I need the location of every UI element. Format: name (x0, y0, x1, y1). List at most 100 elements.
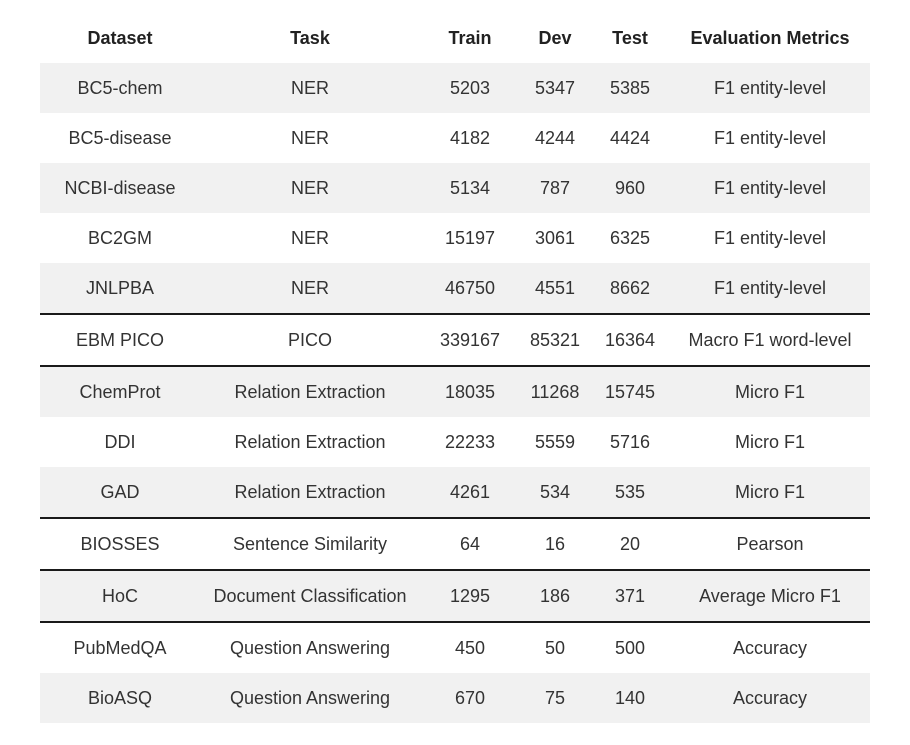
cell-evaluation-metric: Pearson (670, 518, 870, 571)
cell-evaluation-metric: Macro F1 word-level (670, 314, 870, 367)
cell-dataset: PubMedQA (73, 637, 167, 658)
cell-evaluation-metric: F1 entity-level (713, 127, 827, 148)
cell-dev: 16 (520, 518, 590, 571)
cell-dev: 11268 (520, 366, 590, 417)
cell-dataset: BioASQ (40, 673, 200, 723)
cell-train: 1295 (420, 570, 520, 623)
cell-test: 4424 (609, 127, 651, 148)
cell-evaluation-metric: Accuracy (670, 673, 870, 723)
cell-test: 16364 (590, 314, 670, 367)
cell-train: 339167 (420, 314, 520, 367)
cell-task: Relation Extraction (200, 366, 420, 417)
cell-dataset: JNLPBA (40, 263, 200, 315)
cell-task: NER (200, 163, 420, 213)
cell-train: 450 (454, 637, 486, 658)
dataset-statistics-table: Dataset Task Train Dev Test Evaluation M… (40, 14, 870, 723)
cell-task: NER (200, 263, 420, 315)
cell-train: 4261 (420, 467, 520, 519)
column-header-train: Train (420, 14, 520, 63)
cell-task: NER (200, 63, 420, 113)
cell-train: 64 (420, 518, 520, 571)
cell-task: Document Classification (200, 570, 420, 623)
cell-dataset: DDI (104, 431, 136, 452)
column-header-dataset: Dataset (40, 14, 200, 63)
table-row: BioASQ Question Answering 670 75 140 Acc… (40, 673, 870, 723)
cell-dev: 4551 (520, 263, 590, 315)
cell-dev: 787 (520, 163, 590, 213)
cell-evaluation-metric: Average Micro F1 (670, 570, 870, 623)
cell-dataset: NCBI-disease (40, 163, 200, 213)
cell-evaluation-metric: Micro F1 (670, 366, 870, 417)
cell-test: 15745 (590, 366, 670, 417)
cell-dataset: HoC (40, 570, 200, 623)
cell-task: Question Answering (229, 637, 391, 658)
cell-dataset: EBM PICO (40, 314, 200, 367)
cell-dev: 50 (544, 637, 566, 658)
table-body: BC5-chem NER 5203 5347 5385 F1 entity-le… (40, 63, 870, 723)
cell-train: 4182 (449, 127, 491, 148)
cell-dataset: ChemProt (40, 366, 200, 417)
table-row: ChemProt Relation Extraction 18035 11268… (40, 366, 870, 417)
cell-train: 670 (420, 673, 520, 723)
table-row: DDI Relation Extraction 22233 5559 5716 … (40, 417, 870, 467)
cell-test: 140 (590, 673, 670, 723)
cell-dataset: BC2GM (87, 227, 152, 248)
table-row: BC5-chem NER 5203 5347 5385 F1 entity-le… (40, 63, 870, 113)
column-header-evaluation-metrics: Evaluation Metrics (670, 14, 870, 63)
table-row: JNLPBA NER 46750 4551 8662 F1 entity-lev… (40, 263, 870, 315)
cell-test: 8662 (590, 263, 670, 315)
cell-train: 15197 (444, 227, 496, 248)
cell-test: 371 (590, 570, 670, 623)
cell-dataset: BC5-chem (40, 63, 200, 113)
cell-test: 6325 (609, 227, 651, 248)
table-row: HoC Document Classification 1295 186 371… (40, 570, 870, 623)
cell-dev: 186 (520, 570, 590, 623)
cell-evaluation-metric: F1 entity-level (670, 163, 870, 213)
cell-dev: 5559 (534, 431, 576, 452)
table-row: BC5-disease NER 4182 4244 4424 F1 entity… (40, 113, 870, 163)
table-row: BIOSSES Sentence Similarity 64 16 20 Pea… (40, 518, 870, 571)
cell-task: Sentence Similarity (200, 518, 420, 571)
table-header-row: Dataset Task Train Dev Test Evaluation M… (40, 14, 870, 63)
cell-dataset: BIOSSES (40, 518, 200, 571)
cell-task: Relation Extraction (200, 467, 420, 519)
column-header-task: Task (200, 14, 420, 63)
cell-dev: 5347 (520, 63, 590, 113)
cell-task: NER (290, 127, 329, 148)
table-row: GAD Relation Extraction 4261 534 535 Mic… (40, 467, 870, 519)
cell-task: PICO (200, 314, 420, 367)
cell-dev: 534 (520, 467, 590, 519)
cell-train: 5203 (420, 63, 520, 113)
cell-test: 5716 (609, 431, 651, 452)
cell-test: 535 (590, 467, 670, 519)
cell-test: 960 (590, 163, 670, 213)
cell-evaluation-metric: F1 entity-level (670, 263, 870, 315)
cell-task: NER (290, 227, 329, 248)
cell-evaluation-metric: Micro F1 (734, 431, 805, 452)
cell-task: Relation Extraction (234, 431, 386, 452)
table-row: EBM PICO PICO 339167 85321 16364 Macro F… (40, 314, 870, 367)
table-row: BC2GM NER 15197 3061 6325 F1 entity-leve… (40, 213, 870, 263)
cell-test: 500 (614, 637, 646, 658)
cell-dataset: GAD (40, 467, 200, 519)
cell-dev: 3061 (534, 227, 576, 248)
cell-dataset: BC5-disease (68, 127, 172, 148)
cell-test: 20 (590, 518, 670, 571)
table-row: PubMedQA Question Answering 450 50 500 A… (40, 622, 870, 673)
cell-evaluation-metric: Micro F1 (670, 467, 870, 519)
cell-evaluation-metric: F1 entity-level (713, 227, 827, 248)
cell-train: 22233 (444, 431, 496, 452)
cell-train: 18035 (420, 366, 520, 417)
cell-evaluation-metric: Accuracy (732, 637, 808, 658)
column-header-test: Test (590, 14, 670, 63)
cell-train: 5134 (420, 163, 520, 213)
cell-task: Question Answering (200, 673, 420, 723)
cell-evaluation-metric: F1 entity-level (670, 63, 870, 113)
cell-test: 5385 (590, 63, 670, 113)
cell-train: 46750 (420, 263, 520, 315)
table-row: NCBI-disease NER 5134 787 960 F1 entity-… (40, 163, 870, 213)
column-header-dev: Dev (520, 14, 590, 63)
cell-dev: 75 (520, 673, 590, 723)
cell-dev: 85321 (520, 314, 590, 367)
